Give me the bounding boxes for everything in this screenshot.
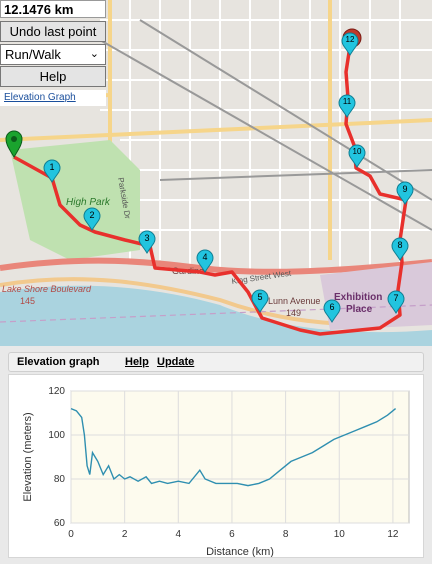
route-marker-3[interactable]: 3: [138, 230, 156, 254]
boundary-line: [0, 304, 432, 323]
y-axis-label: Elevation (meters): [22, 412, 34, 501]
elevation-update-link[interactable]: Update: [157, 356, 195, 368]
marker-pin-icon: [251, 289, 269, 313]
x-tick-label: 12: [387, 529, 399, 540]
y-tick-label: 80: [54, 474, 66, 485]
route-marker-6[interactable]: 6: [323, 299, 341, 323]
marker-pin-icon: [323, 299, 341, 323]
marker-number: 1: [49, 162, 55, 172]
marker-pin-icon: [348, 144, 366, 168]
rail-lines: [99, 19, 432, 231]
activity-mode-select[interactable]: Run/Walk ⌄: [0, 44, 106, 65]
marker-pin-icon: [83, 207, 101, 231]
x-tick-label: 4: [176, 529, 182, 540]
map-view[interactable]: High Park Parkside Dr Gardiner King Stre…: [0, 0, 432, 346]
x-tick-label: 6: [229, 529, 235, 540]
marker-number: 12: [345, 35, 355, 44]
y-tick-label: 100: [48, 430, 65, 441]
marker-number: 10: [352, 147, 362, 156]
marker-number: 8: [397, 240, 403, 250]
x-tick-label: 0: [68, 529, 74, 540]
marker-pin-icon: [391, 237, 409, 261]
lakeshore-label: Lake Shore Boulevard: [2, 284, 92, 294]
undo-last-point-button[interactable]: Undo last point: [0, 21, 106, 42]
elevation-panel: Elevation graph Help Update 0 2 4 6 8 10 12 60 8…: [0, 346, 432, 564]
route-marker-12[interactable]: 12: [341, 32, 359, 56]
marker-pin-icon: [196, 249, 214, 273]
distance-display: 12.1476 km: [0, 0, 106, 18]
gardiner-expressway: [0, 257, 432, 275]
marker-number: 4: [202, 252, 208, 262]
exhibition-label-2: Place: [346, 304, 373, 315]
lake-ontario: [0, 285, 432, 346]
lakeshore-number: 145: [20, 296, 35, 306]
elevation-panel-header: Elevation graph Help Update: [8, 352, 424, 372]
route-marker-5[interactable]: 5: [251, 289, 269, 313]
route-marker-8[interactable]: 8: [391, 237, 409, 261]
marker-pin-icon: [387, 290, 405, 314]
help-button[interactable]: Help: [0, 66, 106, 87]
high-park-label: High Park: [66, 197, 111, 208]
activity-mode-value: Run/Walk: [5, 47, 61, 62]
route-marker-10[interactable]: 10: [348, 144, 366, 168]
route-marker-7[interactable]: 7: [387, 290, 405, 314]
y-tick-label: 120: [48, 386, 65, 397]
x-tick-label: 10: [334, 529, 346, 540]
high-park-area: [10, 140, 140, 260]
marker-number: 3: [144, 233, 150, 243]
elevation-graph-link[interactable]: Elevation Graph: [0, 90, 106, 106]
elevation-chart: 0 2 4 6 8 10 12 60 80 100 120 Distance (km) Elevatio…: [22, 386, 410, 557]
x-tick-label: 8: [283, 529, 289, 540]
elevation-panel-title: Elevation graph: [17, 356, 100, 368]
route-marker-11[interactable]: 11: [338, 94, 356, 118]
exhibition-area: [320, 262, 432, 330]
marker-pin-icon: [43, 159, 61, 183]
map-canvas[interactable]: High Park Parkside Dr Gardiner King Stre…: [0, 0, 432, 346]
queen-number: 149: [286, 308, 301, 318]
x-axis-label: Distance (km): [206, 546, 274, 557]
exhibition-label: Exhibition: [334, 292, 382, 303]
marker-pin-icon: [396, 181, 414, 205]
start-marker-icon[interactable]: [5, 130, 23, 158]
marker-number: 11: [342, 97, 352, 106]
marker-number: 7: [393, 293, 399, 303]
marker-pin-icon: [341, 32, 359, 56]
elevation-chart-container: 0 2 4 6 8 10 12 60 80 100 120 Distance (km) Elevatio…: [8, 374, 424, 558]
elevation-series-line: [70, 407, 397, 487]
chevron-down-icon: ⌄: [89, 48, 99, 60]
plot-area: [70, 390, 410, 524]
y-tick-label: 60: [54, 518, 66, 529]
x-tick-label: 2: [122, 529, 128, 540]
marker-number: 5: [257, 292, 263, 302]
marker-number: 2: [89, 210, 95, 220]
route-marker-9[interactable]: 9: [396, 181, 414, 205]
route-marker-2[interactable]: 2: [83, 207, 101, 231]
elevation-help-link[interactable]: Help: [125, 356, 149, 368]
route-marker-1[interactable]: 1: [43, 159, 61, 183]
marker-number: 6: [329, 302, 335, 312]
marker-number: 9: [402, 184, 408, 194]
marker-pin-icon: [138, 230, 156, 254]
marker-pin-icon: [338, 94, 356, 118]
route-marker-4[interactable]: 4: [196, 249, 214, 273]
queen-label: Lunn Avenue: [268, 296, 320, 306]
